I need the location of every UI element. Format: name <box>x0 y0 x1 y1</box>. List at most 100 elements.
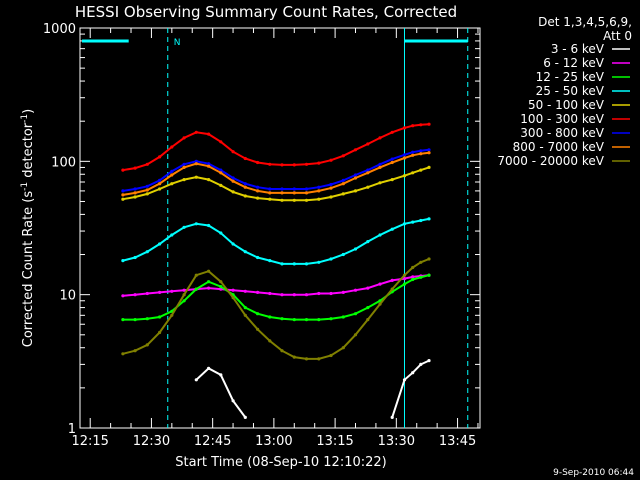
data-point <box>207 366 211 370</box>
data-point <box>268 197 272 201</box>
data-point <box>317 189 321 193</box>
data-point <box>121 352 125 356</box>
data-point <box>353 148 358 152</box>
series-group <box>121 122 431 419</box>
data-point <box>402 378 407 382</box>
data-point <box>353 176 358 180</box>
data-point <box>402 153 407 157</box>
legend-header: Det 1,3,4,5,6,9, <box>538 15 632 29</box>
legend-label: 100 - 300 keV <box>520 112 604 126</box>
data-point <box>329 291 333 296</box>
data-point <box>427 151 431 155</box>
legend-label: 800 - 7000 keV <box>513 140 605 154</box>
data-point <box>378 162 382 166</box>
data-point <box>341 178 345 182</box>
data-point <box>243 289 247 293</box>
data-point <box>292 163 296 167</box>
data-point <box>427 165 431 169</box>
data-point <box>378 136 382 140</box>
data-point <box>133 255 137 260</box>
data-point <box>194 130 198 134</box>
data-point <box>280 293 284 297</box>
data-point <box>390 178 394 182</box>
data-point <box>194 162 198 166</box>
data-point <box>366 168 370 172</box>
y-tick-label: 1000 <box>43 22 76 37</box>
data-point <box>182 165 186 169</box>
data-point <box>170 173 174 177</box>
data-point <box>402 277 407 281</box>
y-axis-label-mid: detector <box>21 122 36 182</box>
x-tick-label: 13:45 <box>439 434 476 449</box>
data-point <box>304 357 309 361</box>
data-point <box>390 415 394 419</box>
data-point <box>419 152 423 156</box>
data-point <box>390 130 394 134</box>
data-point <box>304 191 309 195</box>
plot-area-border <box>79 27 481 429</box>
data-point <box>378 282 382 286</box>
data-point <box>170 313 174 317</box>
data-point <box>329 257 333 261</box>
axes-frame <box>79 27 481 429</box>
series-800-7000kev <box>121 151 431 197</box>
data-point <box>411 124 415 128</box>
data-point <box>411 371 415 375</box>
data-point <box>280 187 284 191</box>
data-point <box>182 288 186 292</box>
data-point <box>256 196 260 200</box>
data-point <box>329 182 333 187</box>
data-point <box>219 140 223 144</box>
data-point <box>353 189 358 193</box>
data-point <box>170 145 174 149</box>
data-point <box>366 240 370 244</box>
annotation-label: N <box>174 38 181 48</box>
data-point <box>427 148 431 152</box>
data-point <box>378 233 382 237</box>
data-point <box>194 287 198 291</box>
data-point <box>390 160 394 165</box>
data-point <box>170 169 174 173</box>
y-tick-label: 100 <box>51 155 76 170</box>
data-point <box>268 339 272 343</box>
data-point <box>366 318 370 322</box>
data-point <box>121 193 125 197</box>
data-point <box>353 173 358 177</box>
data-point <box>366 306 370 310</box>
data-point <box>170 233 174 237</box>
data-point <box>158 187 162 191</box>
data-point <box>133 318 137 322</box>
data-point <box>231 288 235 292</box>
data-point <box>390 157 394 161</box>
y-axis-label-main: Corrected Count Rate (s <box>21 191 36 348</box>
data-point <box>231 179 235 183</box>
data-point <box>145 192 149 196</box>
data-point <box>256 160 260 165</box>
legend-label: 3 - 6 keV <box>551 42 605 56</box>
data-point <box>317 197 321 201</box>
data-point <box>121 259 125 263</box>
data-point <box>268 187 272 191</box>
data-point <box>390 287 394 291</box>
data-point <box>329 195 333 199</box>
data-point <box>292 198 296 202</box>
legend-subheader: Att 0 <box>603 29 632 43</box>
data-point <box>158 242 162 246</box>
data-point <box>207 132 211 136</box>
x-tick-label: 13:30 <box>378 434 415 449</box>
data-point <box>402 282 407 286</box>
data-point <box>243 313 247 317</box>
data-point <box>256 185 260 189</box>
data-point <box>280 349 284 353</box>
data-point <box>411 220 415 224</box>
data-point <box>329 186 333 190</box>
y-axis-label-sup1: -1 <box>20 182 30 191</box>
series-100-300kev <box>121 122 431 172</box>
data-point <box>341 154 345 158</box>
data-point <box>256 327 260 331</box>
data-point <box>231 296 235 300</box>
data-point <box>121 189 125 193</box>
data-point <box>133 166 137 170</box>
